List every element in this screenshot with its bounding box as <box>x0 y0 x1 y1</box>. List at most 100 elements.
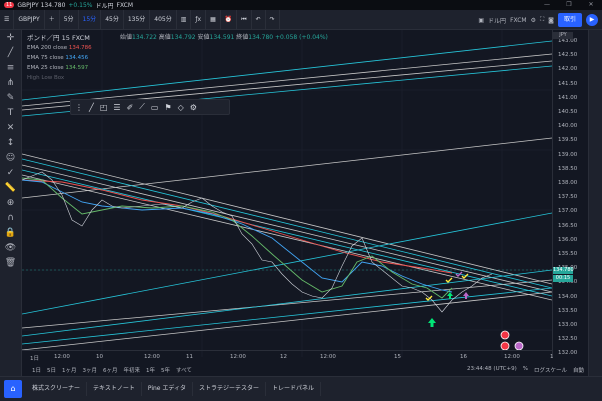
log-scale-toggle[interactable]: ログスケール <box>533 368 567 374</box>
brush-icon[interactable]: ✎ <box>6 93 15 103</box>
price-tick: 138.50 <box>558 165 578 172</box>
range-button[interactable]: 5日 <box>47 368 56 374</box>
tradingview-logo-icon[interactable]: ⌂ <box>4 380 22 398</box>
price-tick: 135.50 <box>558 251 578 257</box>
time-axis[interactable]: 1日 12:00 10 12:00 11 12:00 12 12:00 15 16 12:00 1 <box>22 350 554 364</box>
undo-icon[interactable]: ↶ <box>252 9 266 30</box>
fullscreen-icon[interactable]: ⛶ <box>539 16 545 23</box>
trendline-8 <box>22 164 552 293</box>
magnet-icon[interactable]: ∩ <box>7 213 14 223</box>
price-tick: 137.00 <box>558 208 578 215</box>
indicators-icon[interactable]: ƒx <box>191 9 207 30</box>
bottom-tab[interactable]: テキストノート <box>87 382 142 396</box>
interval-45m[interactable]: 45分 <box>101 9 124 30</box>
up-arrow-marker-3 <box>463 292 469 299</box>
shape-tool-icon[interactable]: ◰ <box>99 102 108 112</box>
pitchfork-icon[interactable]: ⋔ <box>6 78 15 88</box>
check-marker-2 <box>445 277 453 283</box>
price-tick: 134.50 <box>558 279 578 286</box>
time-tick: 12 <box>280 354 287 360</box>
maximize-button[interactable]: ❐ <box>566 1 572 8</box>
lock-drawings-icon[interactable]: 🔒 <box>4 228 17 238</box>
range-button[interactable]: 年初来 <box>123 368 141 374</box>
symbol-search[interactable]: GBPJPY <box>14 9 45 30</box>
interval-405m[interactable]: 405分 <box>150 9 177 30</box>
ruler-icon[interactable]: 📏 <box>4 183 17 193</box>
fib-tool-icon[interactable]: ☰ <box>113 102 121 112</box>
window-controls: — ❐ ✕ <box>536 0 602 10</box>
legend-ema-25[interactable]: EMA 25 close 134.597 <box>27 65 89 71</box>
compare-pair[interactable]: ドル円 <box>488 17 507 25</box>
close-button[interactable]: ✕ <box>588 1 594 8</box>
alert-icon[interactable]: ⏰ <box>221 9 238 30</box>
zoom-icon[interactable]: ⊕ <box>6 198 15 208</box>
settings-icon[interactable]: ⚙ <box>530 16 536 24</box>
trash-icon[interactable]: 🗑 <box>4 258 17 268</box>
bottom-tab[interactable]: Pine エディタ <box>142 382 193 396</box>
drag-handle-icon[interactable]: ⋮ <box>75 102 83 112</box>
camera-icon[interactable]: ◙ <box>548 16 554 24</box>
interval-5m[interactable]: 5分 <box>60 9 79 30</box>
menu-icon[interactable]: ☰ <box>0 9 15 30</box>
price-chart[interactable] <box>22 30 552 357</box>
brush-tool-icon[interactable]: ✐ <box>126 102 134 112</box>
callout-tool-icon[interactable]: ▭ <box>150 102 159 112</box>
checkmark-icon[interactable]: ✓ <box>6 168 15 178</box>
symbol-broker: FXCM <box>71 34 90 42</box>
interval-135m[interactable]: 135分 <box>124 9 151 30</box>
price-axis[interactable]: 143.00 142.50 142.00 141.50 141.00 140.50 140.… <box>552 30 588 357</box>
floating-drawing-toolbar: ⋮ ╱ ◰ ☰ ✐ ⟋ ▭ ⚑ ◇ ⚙ <box>70 99 230 115</box>
more-tools-icon[interactable]: ⚙ <box>189 102 197 112</box>
range-button[interactable]: 1ヶ月 <box>62 368 77 374</box>
legend-ema-75[interactable]: EMA 75 close 134.456 <box>27 55 89 61</box>
range-button[interactable]: 5年 <box>161 368 171 374</box>
channel-icon[interactable]: ≡ <box>6 63 15 73</box>
legend-high-low-box[interactable]: High Low Box <box>27 75 65 81</box>
minimize-button[interactable]: — <box>544 1 550 8</box>
range-button[interactable]: 3ヶ月 <box>82 368 98 374</box>
ohlc-open: 134.722 <box>132 34 157 41</box>
templates-icon[interactable]: ▦ <box>206 9 221 30</box>
interval-15m[interactable]: 15分 <box>79 9 102 30</box>
symbol-info[interactable]: ポンド／円 15 FXCM <box>27 32 90 42</box>
diamond-tool-icon[interactable]: ◇ <box>177 102 184 112</box>
redo-icon[interactable]: ↷ <box>266 9 280 30</box>
price-tick: 136.50 <box>558 222 578 229</box>
window-pair-desc: ドル円 <box>95 2 114 10</box>
range-button[interactable]: 1日 <box>32 368 41 374</box>
range-button[interactable]: 6ヶ月 <box>103 368 118 374</box>
auto-scale-toggle[interactable]: 自動 <box>572 368 584 374</box>
bottom-tab[interactable]: トレードパネル <box>266 382 322 396</box>
bottom-tab[interactable]: ストラテジーテスター <box>193 382 266 396</box>
legend-ema-200[interactable]: EMA 200 close 134.786 <box>27 45 92 51</box>
clock[interactable]: 23:44:48 (UTC+9) <box>466 366 517 372</box>
toolbar-right: ▣ ドル円 FXCM ⚙ ⛶ ◙ 取引 ▶ <box>478 10 602 30</box>
text-icon[interactable]: T <box>7 108 14 118</box>
replay-icon[interactable]: ⏮ <box>237 9 252 30</box>
bottom-tab[interactable]: 株式スクリーナー <box>26 382 88 396</box>
window-symbol-price: GBPJPY 134.780 <box>17 1 66 9</box>
range-button[interactable]: すべて <box>176 368 192 374</box>
icons-icon[interactable]: ☺ <box>5 153 16 163</box>
layout-icon[interactable]: ▣ <box>478 16 485 24</box>
event-markers <box>500 330 524 351</box>
ray-tool-icon[interactable]: ⟋ <box>139 102 145 111</box>
percent-toggle[interactable]: % <box>522 366 528 372</box>
pattern-icon[interactable]: ✕ <box>6 123 15 133</box>
line-tool-icon[interactable]: ╱ <box>89 102 94 112</box>
range-bar: 1日 5日 1ヶ月 3ヶ月 6ヶ月 年初来 1年 5年 すべて 23:44:48 (UTC+9)… <box>22 364 588 376</box>
chart-type-icon[interactable]: ▥ <box>177 9 192 30</box>
publish-icon[interactable]: ▶ <box>586 14 598 26</box>
ohlc-low: 134.591 <box>209 34 235 41</box>
trendline-icon[interactable]: ╱ <box>7 48 14 58</box>
add-symbol-icon[interactable]: ＋ <box>45 9 60 30</box>
prediction-icon[interactable]: ↕ <box>6 138 15 148</box>
trade-button[interactable]: 取引 <box>557 13 582 27</box>
visibility-icon[interactable]: 👁 <box>4 243 17 253</box>
flag-tool-icon[interactable]: ⚑ <box>164 102 172 112</box>
compare-broker[interactable]: FXCM <box>510 16 527 24</box>
range-button[interactable]: 1年 <box>146 368 156 374</box>
price-tick: 140.50 <box>558 109 578 115</box>
crosshair-icon[interactable]: ✛ <box>6 33 15 43</box>
notification-badge[interactable]: 11 <box>4 2 15 8</box>
